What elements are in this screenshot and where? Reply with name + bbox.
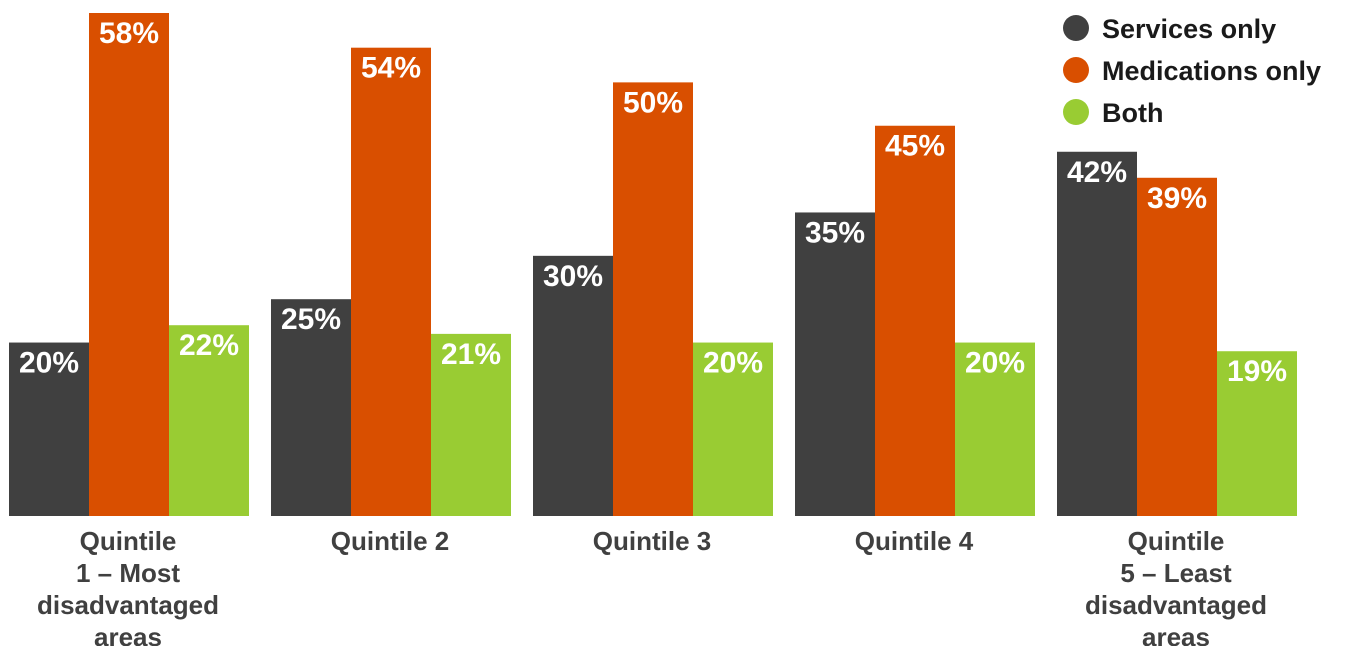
bar: [795, 212, 875, 516]
bar-value-label: 20%: [19, 347, 79, 380]
bar: [955, 342, 1035, 516]
bar: [431, 333, 511, 516]
category-label-line: disadvantaged: [1085, 590, 1267, 620]
category-label-line: Quintile: [1128, 526, 1225, 556]
category-label-line: disadvantaged: [37, 590, 219, 620]
bar: [1057, 151, 1137, 517]
category-label-line: 5 – Least: [1120, 558, 1232, 588]
bar: [1137, 177, 1217, 516]
legend: Services only Medications only Both: [1063, 14, 1321, 128]
category-label-line: Quintile 2: [331, 526, 449, 556]
bar-value-label: 42%: [1067, 156, 1127, 189]
bar-value-label: 58%: [99, 17, 159, 50]
bar: [9, 342, 89, 516]
legend-swatch: [1063, 57, 1089, 83]
bars-layer: [9, 13, 1297, 517]
bar: [169, 325, 249, 516]
bar: [533, 255, 613, 517]
bar: [89, 13, 169, 516]
legend-label: Medications only: [1102, 56, 1321, 86]
legend-label: Services only: [1102, 14, 1276, 44]
category-label: Quintile 5 – Least disadvantaged areas: [1085, 526, 1267, 646]
bar-value-label: 35%: [805, 216, 865, 249]
bar-value-label: 39%: [1147, 182, 1207, 215]
category-label: Quintile 3: [593, 526, 711, 556]
bar: [875, 125, 955, 516]
bar: [693, 342, 773, 516]
data-labels-layer: 20% 58% 22% 25% 54% 21% 30% 50% 20% 35% 45% 20% 42% 3…: [19, 17, 1287, 388]
category-labels-layer: Quintile 1 – Most disadvantaged areasQuinti…: [37, 526, 1267, 646]
bar-value-label: 25%: [281, 303, 341, 336]
bar-value-label: 22%: [179, 329, 239, 362]
category-label-line: areas: [94, 622, 162, 646]
bar: [1217, 351, 1297, 516]
bar: [613, 82, 693, 517]
category-label-line: Quintile 3: [593, 526, 711, 556]
bar-value-label: 21%: [441, 338, 501, 371]
category-label: Quintile 4: [855, 526, 974, 556]
category-label-line: areas: [1142, 622, 1210, 646]
bar-value-label: 50%: [623, 86, 683, 119]
bar-value-label: 54%: [361, 52, 421, 85]
category-label: Quintile 1 – Most disadvantaged areas: [37, 526, 219, 646]
legend-swatch: [1063, 99, 1089, 125]
bar-value-label: 19%: [1227, 355, 1287, 388]
bar-value-label: 30%: [543, 260, 603, 293]
bar: [351, 47, 431, 516]
bar-value-label: 20%: [965, 347, 1025, 380]
legend-swatch: [1063, 15, 1089, 41]
legend-label: Both: [1102, 98, 1163, 128]
category-label: Quintile 2: [331, 526, 449, 556]
bar-value-label: 20%: [703, 347, 763, 380]
bar-value-label: 45%: [885, 130, 945, 163]
category-label-line: Quintile 4: [855, 526, 974, 556]
bar: [271, 299, 351, 516]
category-label-line: Quintile: [80, 526, 177, 556]
category-label-line: 1 – Most: [76, 558, 180, 588]
